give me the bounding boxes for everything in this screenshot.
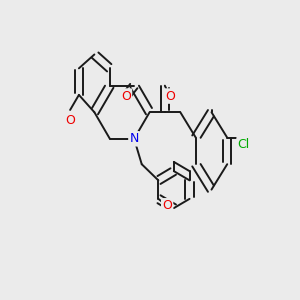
Text: O: O [65,114,75,127]
Text: O: O [162,199,172,212]
Text: O: O [165,90,175,103]
Text: O: O [121,90,131,103]
Text: N: N [129,132,139,145]
Text: Cl: Cl [238,138,250,151]
